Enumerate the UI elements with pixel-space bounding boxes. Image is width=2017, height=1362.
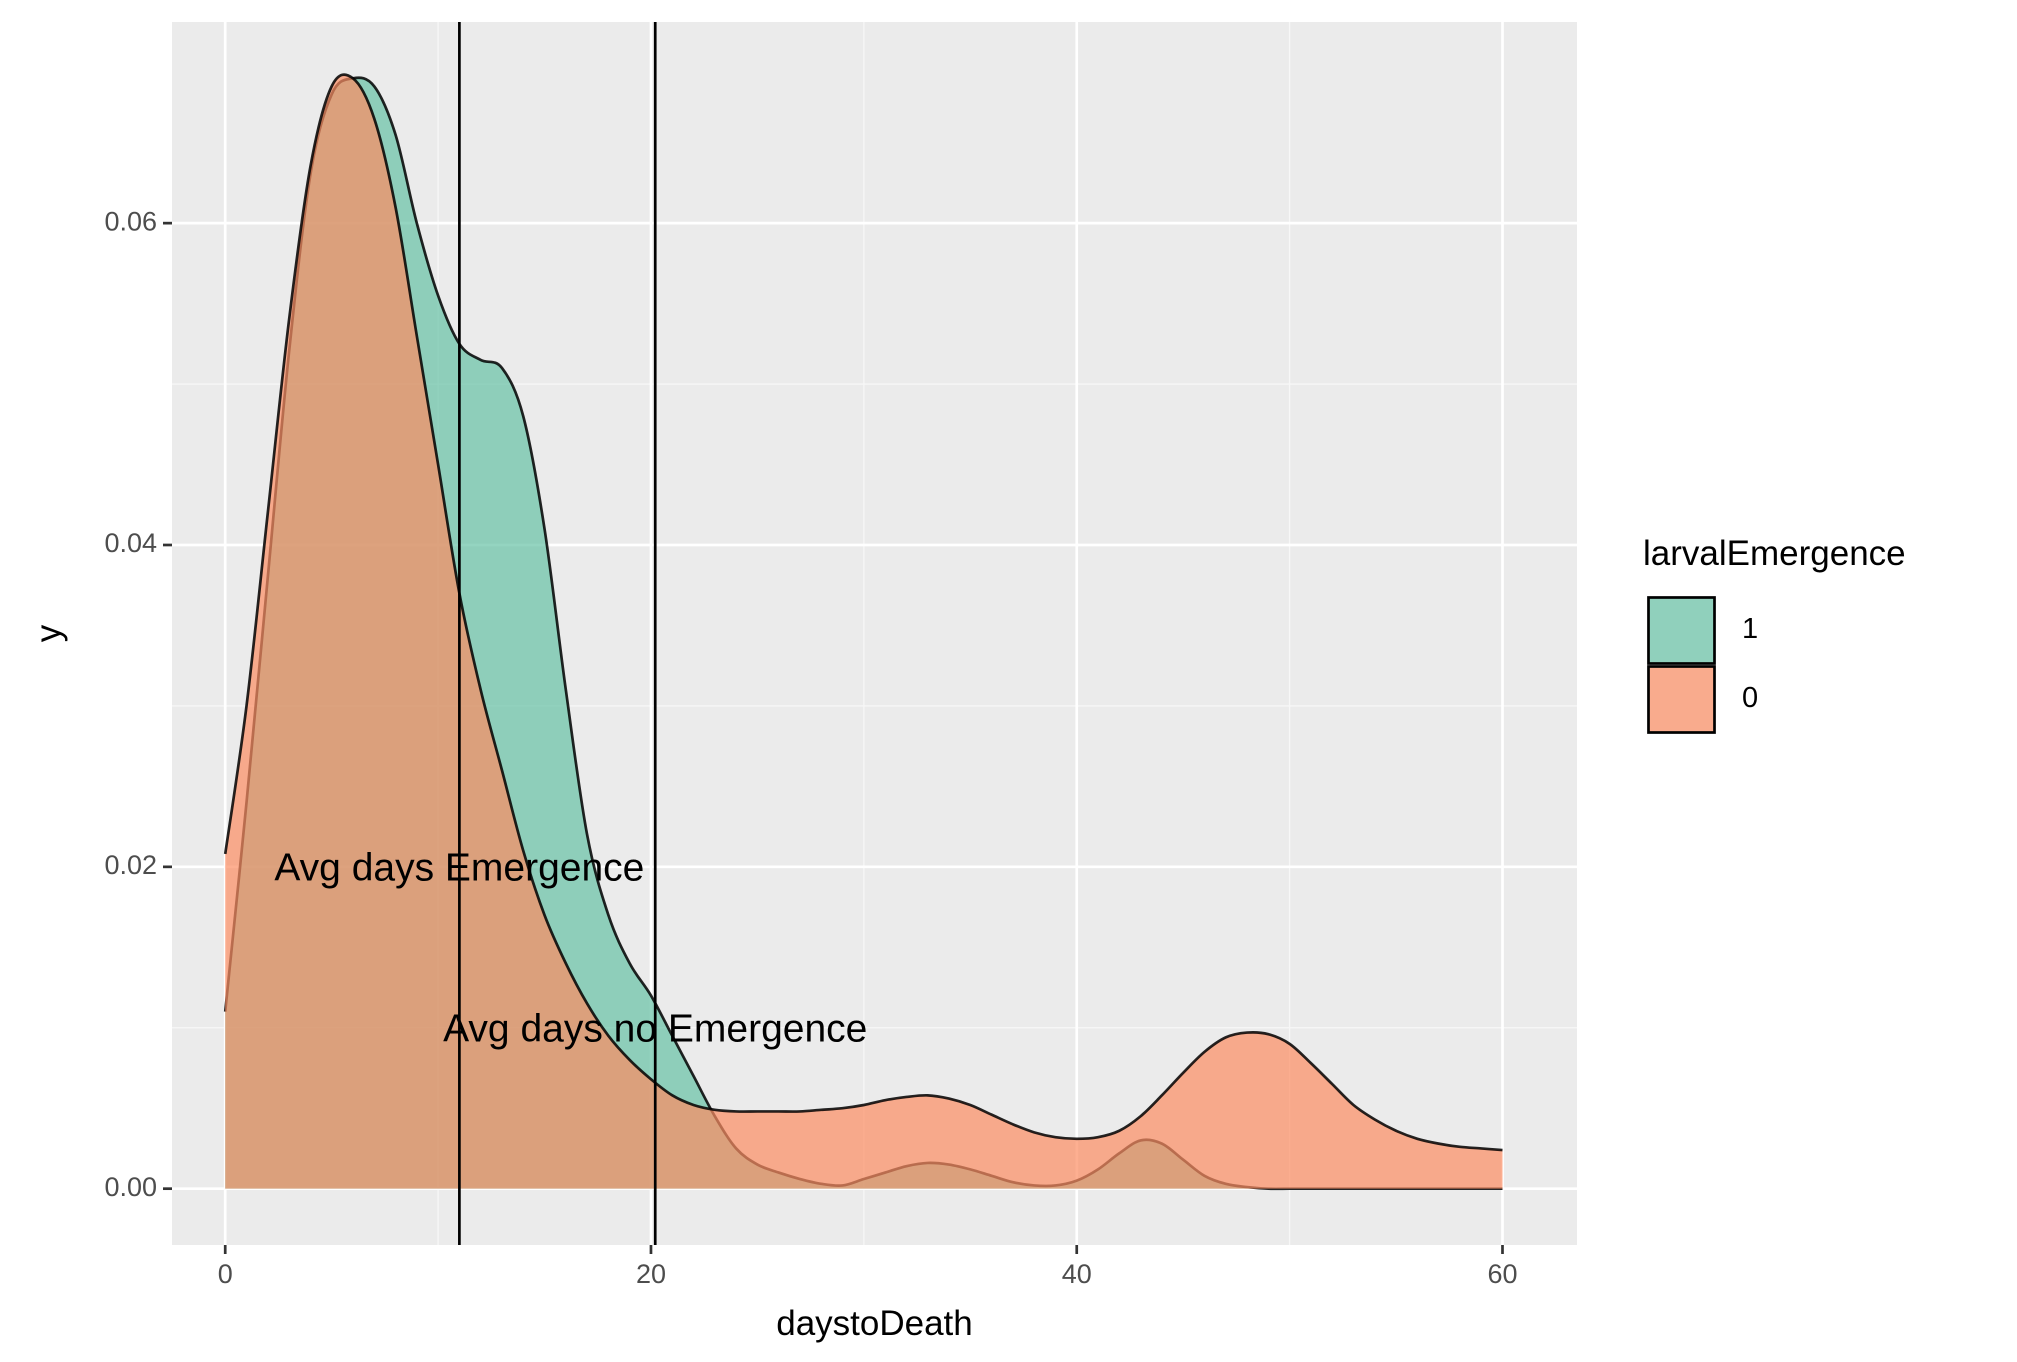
annotation-2: Avg days no Emergence [443, 1007, 867, 1050]
legend-label-1: 1 [1742, 613, 1758, 645]
annotation-1: Avg days Emergence [274, 846, 644, 889]
y-tick-label: 0.02 [104, 850, 157, 880]
y-axis-title: y [29, 624, 68, 642]
axes: 0 20 40 60 0.00 0.02 0.04 0.06 [104, 206, 1517, 1289]
legend-swatch-1 [1647, 596, 1716, 665]
x-tick-label: 60 [1487, 1259, 1517, 1289]
density-areas [223, 73, 1503, 1191]
legend: larvalEmergence 1 0 [1643, 534, 1906, 734]
x-tick-label: 40 [1062, 1259, 1092, 1289]
x-tick-label: 0 [218, 1259, 233, 1289]
y-tick-label: 0.06 [104, 206, 157, 236]
density-area-1 [225, 77, 1503, 1189]
annotations: Avg days Emergence Avg days no Emergence [274, 846, 867, 1050]
y-tick-label: 0.04 [104, 528, 157, 558]
y-tick-label: 0.00 [104, 1172, 157, 1202]
x-tick-label: 20 [636, 1259, 666, 1289]
vertical-lines [458, 22, 657, 1245]
legend-swatch-0 [1647, 665, 1716, 734]
x-axis-title: daystoDeath [776, 1304, 973, 1343]
legend-label-0: 0 [1742, 682, 1758, 714]
density-area-0 [225, 74, 1503, 1189]
density-outline-0 [223, 73, 1503, 1152]
legend-title: larvalEmergence [1643, 534, 1906, 573]
